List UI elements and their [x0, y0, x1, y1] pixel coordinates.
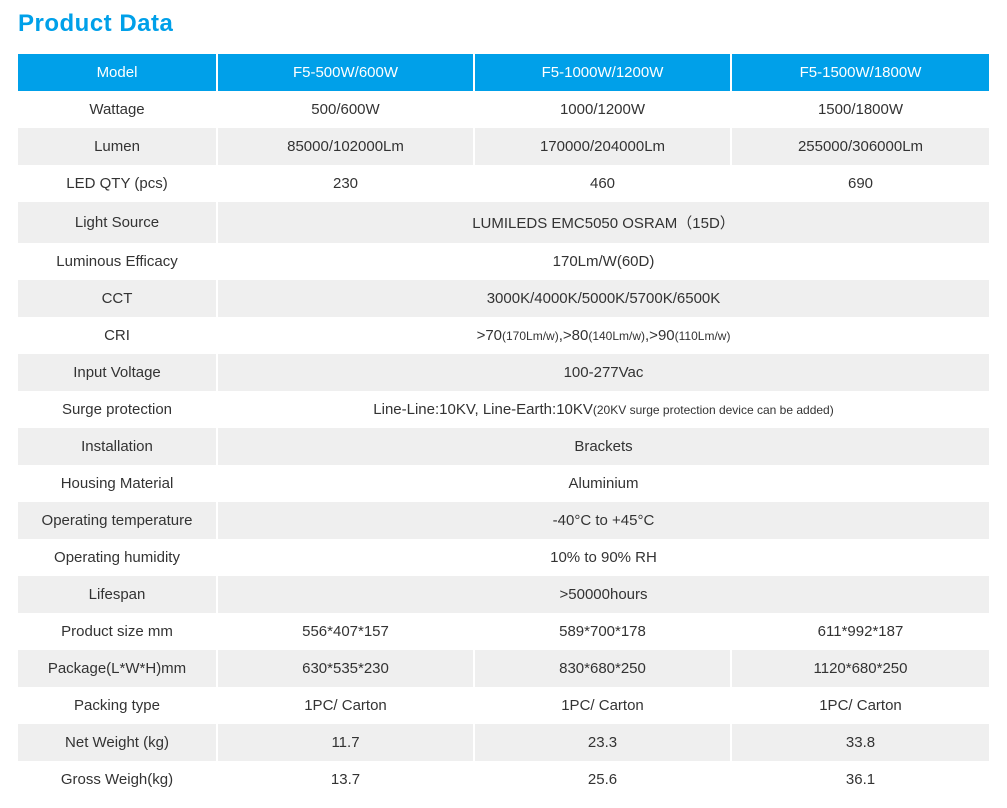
cell: 13.7 — [218, 761, 475, 798]
cell: 1000/1200W — [475, 91, 732, 128]
cell-span: >70(170Lm/w),>80(140Lm/w),>90(110Lm/w) — [218, 317, 989, 354]
table-row: Light SourceLUMILEDS EMC5050 OSRAM（15D） — [18, 202, 989, 243]
cell-span: Brackets — [218, 428, 989, 465]
cell: 170000/204000Lm — [475, 128, 732, 165]
product-data-table: Model F5-500W/600W F5-1000W/1200W F5-150… — [18, 54, 989, 798]
table-row: LED QTY (pcs)230460690 — [18, 165, 989, 202]
table-row: Net Weight (kg)11.723.333.8 — [18, 724, 989, 761]
table-row: Input Voltage100-277Vac — [18, 354, 989, 391]
row-label: Product size mm — [18, 613, 218, 650]
table-row: Operating temperature-40°C to +45°C — [18, 502, 989, 539]
cell: 1120*680*250 — [732, 650, 989, 687]
page-title: Product Data — [18, 10, 989, 38]
cell-span: LUMILEDS EMC5050 OSRAM（15D） — [218, 202, 989, 243]
row-label: Wattage — [18, 91, 218, 128]
col-header-model1: F5-500W/600W — [218, 54, 475, 91]
cell-span: >50000hours — [218, 576, 989, 613]
cell: 830*680*250 — [475, 650, 732, 687]
table-row: Wattage500/600W1000/1200W1500/1800W — [18, 91, 989, 128]
cell: 230 — [218, 165, 475, 202]
cell: 33.8 — [732, 724, 989, 761]
cell: 500/600W — [218, 91, 475, 128]
cell-span: 3000K/4000K/5000K/5700K/6500K — [218, 280, 989, 317]
cell: 1PC/ Carton — [475, 687, 732, 724]
table-row: Operating humidity10% to 90% RH — [18, 539, 989, 576]
cell: 25.6 — [475, 761, 732, 798]
row-label: Gross Weigh(kg) — [18, 761, 218, 798]
table-row: Packing type1PC/ Carton1PC/ Carton1PC/ C… — [18, 687, 989, 724]
cell: 23.3 — [475, 724, 732, 761]
row-label: Operating temperature — [18, 502, 218, 539]
cell-span: Aluminium — [218, 465, 989, 502]
row-label: Lifespan — [18, 576, 218, 613]
table-row: CCT3000K/4000K/5000K/5700K/6500K — [18, 280, 989, 317]
cell: 36.1 — [732, 761, 989, 798]
row-label: CRI — [18, 317, 218, 354]
table-row: Gross Weigh(kg)13.725.636.1 — [18, 761, 989, 798]
row-label: CCT — [18, 280, 218, 317]
col-header-model: Model — [18, 54, 218, 91]
row-label: Installation — [18, 428, 218, 465]
table-row: Housing MaterialAluminium — [18, 465, 989, 502]
cell: 1PC/ Carton — [218, 687, 475, 724]
row-label: Light Source — [18, 202, 218, 243]
row-label: Net Weight (kg) — [18, 724, 218, 761]
row-label: Luminous Efficacy — [18, 243, 218, 280]
table-row: Lumen85000/102000Lm170000/204000Lm255000… — [18, 128, 989, 165]
row-label: Operating humidity — [18, 539, 218, 576]
cell: 630*535*230 — [218, 650, 475, 687]
cell-span: 170Lm/W(60D) — [218, 243, 989, 280]
table-row: InstallationBrackets — [18, 428, 989, 465]
cell: 1PC/ Carton — [732, 687, 989, 724]
cell: 589*700*178 — [475, 613, 732, 650]
table-row: Product size mm556*407*157589*700*178611… — [18, 613, 989, 650]
cell: 556*407*157 — [218, 613, 475, 650]
cell-span: 10% to 90% RH — [218, 539, 989, 576]
table-row: Lifespan>50000hours — [18, 576, 989, 613]
cell-span: 100-277Vac — [218, 354, 989, 391]
cell: 11.7 — [218, 724, 475, 761]
col-header-model3: F5-1500W/1800W — [732, 54, 989, 91]
row-label: Surge protection — [18, 391, 218, 428]
row-label: Lumen — [18, 128, 218, 165]
table-row: Surge protectionLine-Line:10KV, Line-Ear… — [18, 391, 989, 428]
cell-span: -40°C to +45°C — [218, 502, 989, 539]
cell: 460 — [475, 165, 732, 202]
row-label: Packing type — [18, 687, 218, 724]
table-header-row: Model F5-500W/600W F5-1000W/1200W F5-150… — [18, 54, 989, 91]
cell: 255000/306000Lm — [732, 128, 989, 165]
cell: 611*992*187 — [732, 613, 989, 650]
row-label: Input Voltage — [18, 354, 218, 391]
cell: 85000/102000Lm — [218, 128, 475, 165]
row-label: Package(L*W*H)mm — [18, 650, 218, 687]
cell: 690 — [732, 165, 989, 202]
row-label: Housing Material — [18, 465, 218, 502]
cell-span: Line-Line:10KV, Line-Earth:10KV(20KV sur… — [218, 391, 989, 428]
table-row: Luminous Efficacy170Lm/W(60D) — [18, 243, 989, 280]
table-row: CRI>70(170Lm/w),>80(140Lm/w),>90(110Lm/w… — [18, 317, 989, 354]
table-row: Package(L*W*H)mm630*535*230830*680*25011… — [18, 650, 989, 687]
col-header-model2: F5-1000W/1200W — [475, 54, 732, 91]
row-label: LED QTY (pcs) — [18, 165, 218, 202]
cell: 1500/1800W — [732, 91, 989, 128]
